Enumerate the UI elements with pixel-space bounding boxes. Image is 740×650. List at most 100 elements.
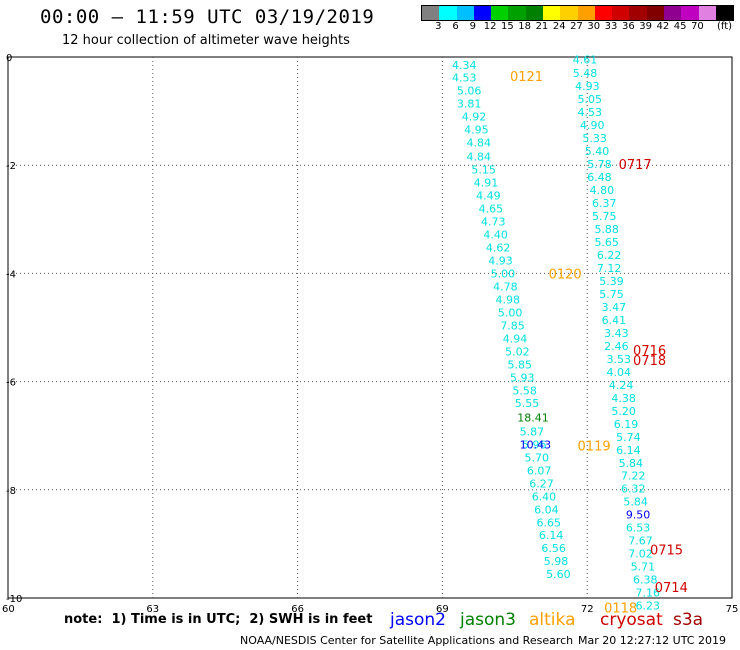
- data-point-label: 4.53: [578, 106, 603, 119]
- color-swatch-6: [525, 6, 543, 20]
- y-tick-label: -8: [6, 486, 16, 497]
- data-point-label: 6.07: [527, 464, 552, 477]
- legend-jason3: jason3: [460, 610, 516, 630]
- data-point-label: 4.04: [607, 366, 632, 379]
- color-scale-label: 24: [552, 21, 566, 32]
- color-swatch-2: [456, 6, 474, 20]
- color-scale-label: 30: [587, 21, 601, 32]
- legend-altika: altika: [529, 610, 576, 630]
- x-tick-label: 69: [436, 604, 449, 615]
- data-point-label: 18.41: [517, 411, 549, 424]
- page-title: 00:00 — 11:59 UTC 03/19/2019: [40, 6, 375, 28]
- data-point-label: 6.48: [587, 171, 612, 184]
- data-point-label: 5.88: [594, 223, 619, 236]
- data-point-label: 5.78: [587, 158, 612, 171]
- data-point-label: 7.67: [628, 535, 653, 548]
- color-swatch-3: [473, 6, 492, 20]
- data-point-label: 3.81: [457, 98, 482, 111]
- data-point-label: 6.19: [614, 418, 639, 431]
- color-swatch-14: [663, 6, 682, 20]
- data-point-label: 5.60: [546, 568, 571, 581]
- data-point-label: 3.53: [607, 353, 632, 366]
- color-swatch-16: [698, 6, 716, 20]
- footer-timestamp: Mar 20 12:27:12 UTC 2019: [578, 634, 726, 647]
- data-point-label: 3.43: [604, 327, 629, 340]
- pass-id-label: 0717: [619, 158, 652, 173]
- pass-id-label: 0119: [578, 439, 611, 454]
- data-point-label: 5.85: [508, 358, 533, 371]
- data-point-label: 5.06: [457, 85, 482, 98]
- data-point-label: 7.12: [597, 262, 622, 275]
- data-point-label: 5.33: [582, 132, 607, 145]
- data-point-label: 7.22: [621, 470, 646, 483]
- data-point-label: 4.65: [479, 202, 504, 215]
- data-point-label: 4.73: [481, 215, 506, 228]
- y-tick-label: -2: [6, 161, 16, 172]
- y-tick-label: -6: [6, 378, 16, 389]
- data-point-label: 5.74: [616, 431, 641, 444]
- data-point-label: 4.24: [609, 379, 634, 392]
- data-point-label: 4.98: [495, 293, 520, 306]
- data-point-label: 5.00: [491, 267, 515, 280]
- data-point-label: 9.50: [626, 509, 651, 522]
- color-scale-label: 18: [518, 21, 532, 32]
- data-point-label: 6.22: [597, 249, 622, 262]
- footer-credit: NOAA/NESDIS Center for Satellite Applica…: [240, 634, 574, 647]
- color-scale-label: 42: [656, 21, 670, 32]
- data-point-label: 7.85: [500, 319, 525, 332]
- color-swatch-4: [491, 6, 509, 20]
- data-point-label: 10.43: [520, 438, 552, 451]
- data-point-label: 4.62: [486, 241, 511, 254]
- color-swatch-0: [422, 6, 440, 20]
- pass-id-label: 0714: [655, 581, 688, 596]
- data-point-label: 4.93: [575, 80, 600, 93]
- data-point-label: 5.96: [522, 438, 547, 451]
- color-scale-label: 9: [469, 21, 477, 32]
- data-point-label: 5.75: [599, 288, 624, 301]
- data-point-label: 5.93: [510, 371, 535, 384]
- data-point-label: 4.84: [467, 151, 492, 164]
- chart-subtitle: 12 hour collection of altimeter wave hei…: [62, 33, 350, 48]
- data-point-label: 6.38: [633, 574, 658, 587]
- color-scale-label: 70: [691, 21, 704, 32]
- data-point-label: 5.48: [573, 67, 598, 80]
- data-point-label: 5.70: [524, 451, 549, 464]
- data-point-label: 6.65: [537, 516, 562, 529]
- pass-id-label: 0716: [633, 344, 666, 359]
- color-swatch-1: [439, 6, 457, 20]
- data-point-label: 4.94: [503, 332, 528, 345]
- color-swatch-12: [629, 6, 647, 20]
- data-point-label: 4.38: [611, 392, 636, 405]
- color-scale-label: 33: [604, 21, 618, 32]
- data-point-label: 6.56: [541, 542, 566, 555]
- data-point-label: 6.40: [532, 490, 557, 503]
- plot-frame: [7, 56, 733, 599]
- data-point-label: 2.46: [604, 340, 629, 353]
- data-point-label: 6.04: [534, 503, 559, 516]
- data-point-label: 5.75: [592, 210, 617, 223]
- color-swatch-11: [612, 6, 630, 20]
- data-point-label: 4.53: [452, 72, 477, 85]
- data-point-label: 5.40: [585, 145, 610, 158]
- data-point-label: 5.84: [619, 457, 644, 470]
- data-point-label: 6.53: [626, 522, 651, 535]
- color-swatch-9: [577, 6, 595, 20]
- data-point-label: 4.49: [476, 189, 501, 202]
- data-point-label: 4.40: [483, 228, 508, 241]
- data-point-label: 6.14: [539, 529, 564, 542]
- y-tick-label: 0: [6, 53, 12, 64]
- data-point-label: 5.84: [623, 496, 648, 509]
- data-point-label: 5.02: [505, 345, 530, 358]
- color-swatch-5: [508, 6, 526, 20]
- data-point-label: 6.32: [621, 483, 646, 496]
- data-point-label: 3.47: [602, 301, 627, 314]
- data-point-label: 5.87: [520, 425, 545, 438]
- color-swatch-8: [560, 6, 578, 20]
- data-point-label: 4.78: [493, 280, 517, 293]
- color-scale-labels: 3 6 9 12 15 18 21 24 27 30 33 36 39 42 45 70: [421, 21, 732, 35]
- data-point-label: 7.02: [628, 548, 653, 561]
- color-scale-label: 6: [452, 21, 459, 32]
- data-point-label: 5.15: [471, 164, 496, 177]
- data-point-label: 4.84: [467, 136, 492, 149]
- color-scale-label: 3: [435, 21, 442, 32]
